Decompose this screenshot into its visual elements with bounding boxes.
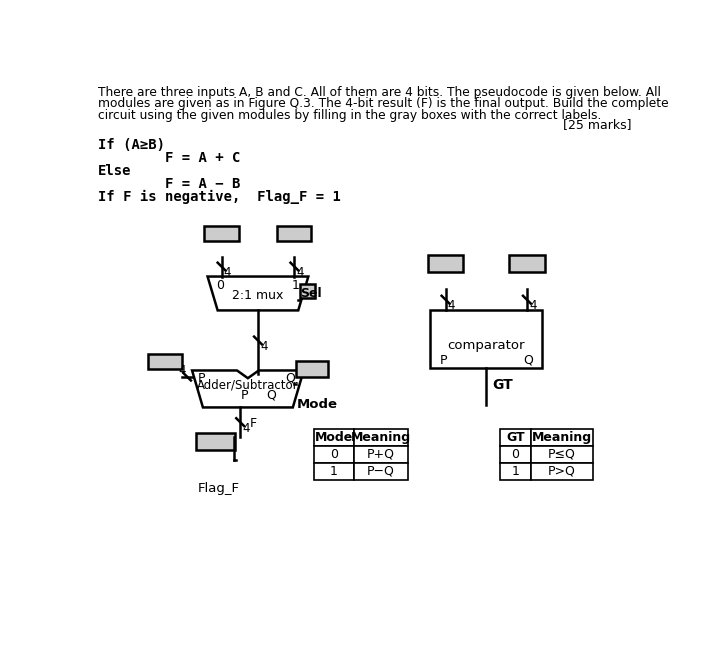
Bar bbox=[204, 226, 239, 241]
Text: 4: 4 bbox=[243, 422, 250, 435]
Text: 0: 0 bbox=[330, 448, 338, 461]
Text: There are three inputs A, B and C. All of them are 4 bits. The pseudocode is giv: There are three inputs A, B and C. All o… bbox=[98, 86, 661, 99]
Text: 2:1 mux: 2:1 mux bbox=[232, 289, 283, 302]
Bar bbox=[148, 354, 182, 369]
Polygon shape bbox=[208, 276, 308, 310]
Text: Else: Else bbox=[98, 164, 132, 178]
Bar bbox=[500, 463, 530, 480]
Text: GT: GT bbox=[506, 431, 525, 444]
Text: P: P bbox=[198, 372, 205, 385]
Bar bbox=[430, 310, 543, 368]
Text: 1: 1 bbox=[511, 465, 519, 478]
Bar bbox=[354, 446, 408, 463]
Bar bbox=[354, 463, 408, 480]
Text: P+Q: P+Q bbox=[367, 448, 395, 461]
Bar bbox=[314, 463, 354, 480]
Text: P−Q: P−Q bbox=[367, 465, 395, 478]
Text: 1: 1 bbox=[330, 465, 337, 478]
Text: Meaning: Meaning bbox=[351, 431, 412, 444]
Bar bbox=[196, 433, 235, 450]
Bar bbox=[278, 226, 311, 241]
Text: comparator: comparator bbox=[447, 339, 525, 352]
Bar bbox=[300, 284, 315, 298]
Text: P>Q: P>Q bbox=[548, 465, 576, 478]
Bar bbox=[509, 255, 545, 272]
Text: circuit using the given modules by filling in the gray boxes with the correct la: circuit using the given modules by filli… bbox=[98, 108, 602, 121]
Text: Q: Q bbox=[285, 372, 295, 385]
Text: Q: Q bbox=[266, 389, 276, 402]
Bar bbox=[314, 429, 354, 446]
Bar bbox=[530, 446, 593, 463]
Text: 4: 4 bbox=[297, 266, 304, 279]
Text: If (A≥B): If (A≥B) bbox=[98, 138, 165, 152]
Text: Q: Q bbox=[523, 354, 533, 367]
Bar bbox=[428, 255, 464, 272]
Text: Meaning: Meaning bbox=[532, 431, 592, 444]
Text: F: F bbox=[249, 417, 256, 430]
Text: 4: 4 bbox=[448, 299, 456, 312]
Text: 0: 0 bbox=[511, 448, 519, 461]
Text: 4: 4 bbox=[178, 364, 186, 377]
Polygon shape bbox=[192, 371, 304, 408]
Text: 0: 0 bbox=[216, 278, 224, 291]
Text: If F is negative,  Flag_F = 1: If F is negative, Flag_F = 1 bbox=[98, 190, 341, 204]
Bar bbox=[530, 429, 593, 446]
Text: modules are given as in Figure Q.3. The 4-bit result (F) is the final output. Bu: modules are given as in Figure Q.3. The … bbox=[98, 97, 669, 110]
Bar bbox=[500, 446, 530, 463]
Text: P≤Q: P≤Q bbox=[548, 448, 576, 461]
Bar bbox=[500, 429, 530, 446]
Text: F = A + C: F = A + C bbox=[98, 151, 241, 165]
Text: [25 marks]: [25 marks] bbox=[563, 118, 632, 131]
Text: Mode: Mode bbox=[315, 431, 353, 444]
Text: 4: 4 bbox=[224, 266, 231, 279]
Text: GT: GT bbox=[493, 378, 513, 392]
Bar bbox=[296, 361, 328, 376]
Text: P: P bbox=[240, 389, 248, 402]
Text: P: P bbox=[439, 354, 447, 367]
Bar bbox=[314, 446, 354, 463]
Text: F = A − B: F = A − B bbox=[98, 177, 241, 191]
Text: 1: 1 bbox=[292, 278, 300, 291]
Bar bbox=[354, 429, 408, 446]
Bar bbox=[530, 463, 593, 480]
Text: Adder/Subtractor: Adder/Subtractor bbox=[197, 378, 299, 391]
Text: 4: 4 bbox=[261, 340, 268, 353]
Text: 4: 4 bbox=[529, 299, 537, 312]
Text: Sel: Sel bbox=[300, 287, 323, 300]
Text: Mode: Mode bbox=[297, 398, 337, 411]
Text: Flag_F: Flag_F bbox=[197, 482, 239, 495]
